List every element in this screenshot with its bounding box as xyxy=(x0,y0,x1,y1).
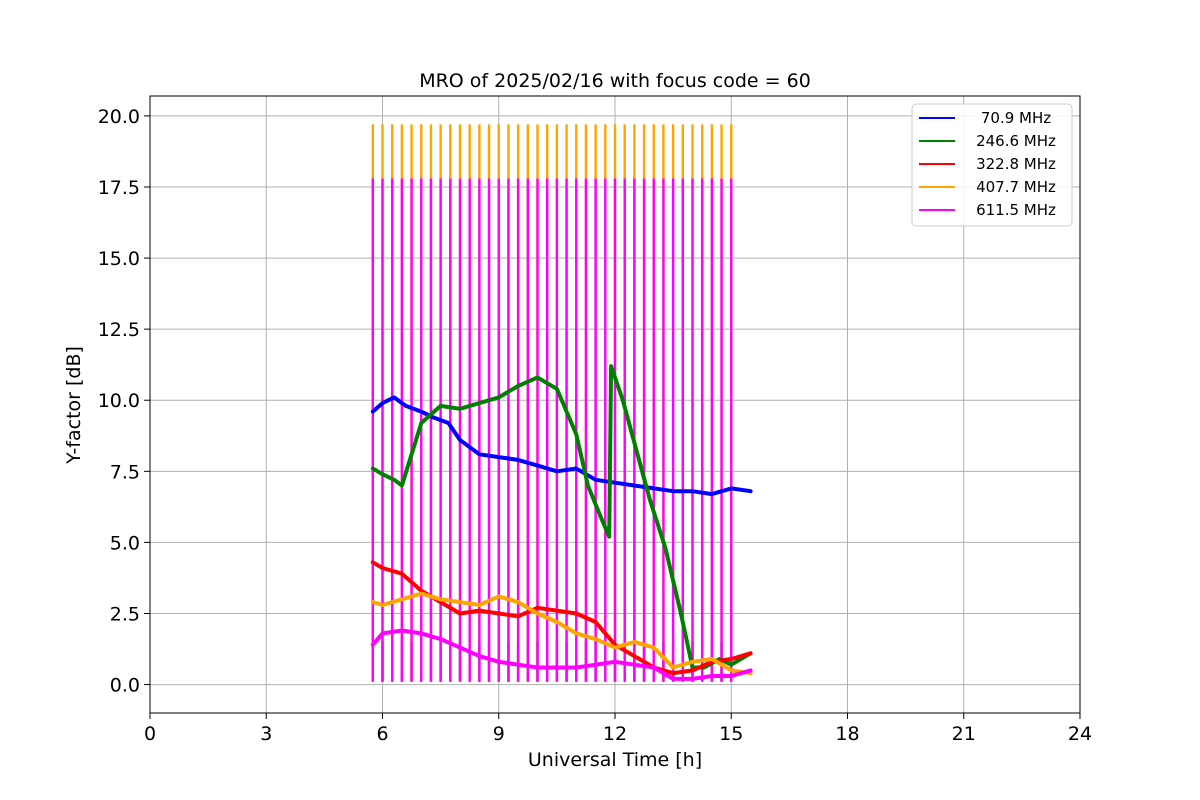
x-tick-label: 18 xyxy=(835,723,859,745)
x-tick-label: 9 xyxy=(493,723,505,745)
legend-label: 246.6 MHz xyxy=(976,132,1056,150)
x-tick-label: 0 xyxy=(144,723,156,745)
y-axis-label: Y-factor [dB] xyxy=(63,346,85,465)
y-tick-label: 15.0 xyxy=(98,248,140,270)
y-tick-label: 0.0 xyxy=(110,675,140,697)
legend-label: 322.8 MHz xyxy=(976,155,1056,173)
legend: 70.9 MHz 246.6 MHz 322.8 MHz 407.7 MHz 611.5… xyxy=(911,103,1073,227)
chart-title: MRO of 2025/02/16 with focus code = 60 xyxy=(419,70,811,92)
y-tick-label: 7.5 xyxy=(110,461,140,483)
y-tick-label: 2.5 xyxy=(110,603,140,625)
legend-label: 407.7 MHz xyxy=(976,178,1056,196)
series-line xyxy=(370,591,753,676)
y-tick-label: 12.5 xyxy=(98,319,140,341)
series-line xyxy=(370,395,753,497)
x-tick-label: 24 xyxy=(1068,723,1092,745)
x-tick-label: 3 xyxy=(260,723,272,745)
series-line xyxy=(370,364,753,670)
series-line xyxy=(370,628,753,681)
series-line xyxy=(370,560,753,676)
y-tick-label: 17.5 xyxy=(98,177,140,199)
x-tick-label: 12 xyxy=(603,723,627,745)
legend-label: 611.5 MHz xyxy=(976,201,1056,219)
x-tick-label: 6 xyxy=(376,723,388,745)
y-tick-label: 5.0 xyxy=(110,532,140,554)
x-tick-label: 15 xyxy=(719,723,743,745)
x-axis: 0 3 6 9 12 15 18 21 24 xyxy=(144,713,1092,745)
legend-box xyxy=(911,103,1073,227)
x-tick-label: 21 xyxy=(952,723,976,745)
y-tick-label: 10.0 xyxy=(98,390,140,412)
y-tick-label: 20.0 xyxy=(98,106,140,128)
y-axis: 0.0 2.5 5.0 7.5 10.0 12.5 15.0 17.5 20.0 xyxy=(98,106,150,697)
data-series xyxy=(370,364,753,681)
x-axis-label: Universal Time [h] xyxy=(528,749,702,771)
legend-label: 70.9 MHz xyxy=(981,109,1051,127)
